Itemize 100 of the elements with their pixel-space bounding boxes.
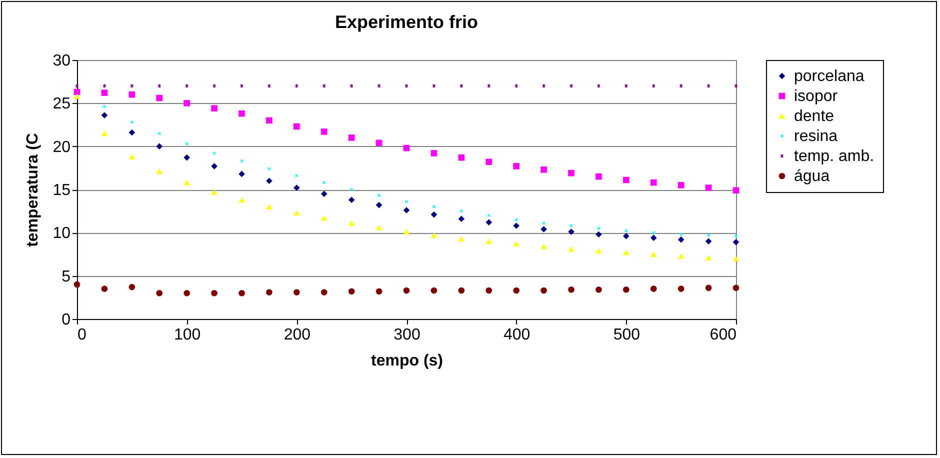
point (156, 168, 163, 174)
point (376, 224, 382, 230)
y-tick-label: 10 (52, 225, 71, 242)
legend-label: dente (794, 108, 834, 125)
point (102, 105, 106, 108)
point (596, 286, 602, 293)
point (680, 232, 683, 236)
point (156, 94, 163, 102)
point (568, 286, 574, 293)
point (650, 179, 657, 186)
x-tick-label: 500 (613, 326, 640, 344)
point (211, 290, 218, 296)
point (403, 229, 410, 235)
point (458, 287, 465, 294)
point (596, 173, 602, 180)
point (184, 100, 190, 106)
point (295, 174, 298, 178)
point (732, 256, 740, 262)
x-tick-label: 600 (710, 326, 737, 344)
point (458, 236, 465, 242)
point (486, 219, 492, 226)
point (184, 154, 190, 161)
point (320, 190, 328, 197)
point (403, 207, 410, 214)
point (705, 184, 712, 191)
point (294, 123, 300, 130)
y-tick-label: 15 (52, 182, 71, 199)
legend-label: isopor (794, 88, 838, 105)
point (513, 287, 520, 294)
point (734, 234, 738, 238)
point (211, 163, 218, 170)
point (348, 220, 355, 226)
y-tick-label: 20 (52, 138, 71, 156)
point (623, 250, 630, 256)
point (734, 84, 738, 88)
point (540, 244, 547, 250)
point (678, 253, 684, 259)
point (238, 110, 245, 117)
point (128, 91, 136, 98)
point (596, 248, 602, 254)
x-tick-label: 200 (284, 326, 311, 344)
point (650, 252, 657, 257)
x-tick-label: 0 (78, 326, 86, 344)
point (540, 226, 547, 232)
point (623, 286, 630, 293)
point (430, 232, 438, 238)
point (266, 117, 272, 124)
legend-label: resina (794, 128, 838, 145)
point (705, 238, 712, 244)
point (74, 94, 80, 99)
point (294, 289, 300, 296)
point (238, 170, 245, 178)
y-tick-label: 5 (62, 268, 71, 286)
point (570, 224, 573, 228)
point (294, 184, 300, 191)
y-tick-label: 0 (62, 312, 71, 328)
point (514, 218, 518, 222)
point (320, 215, 328, 221)
point (650, 286, 657, 292)
point (652, 231, 656, 234)
point (376, 202, 382, 208)
point (596, 231, 602, 238)
point (432, 84, 436, 88)
point (460, 210, 463, 213)
point (650, 234, 657, 242)
point (624, 229, 628, 233)
point (184, 290, 190, 296)
y-tick-label: 25 (52, 96, 71, 113)
point (430, 287, 438, 294)
point (486, 287, 492, 294)
point (74, 281, 80, 288)
point (705, 254, 712, 260)
x-tick-label: 100 (174, 326, 201, 344)
point (101, 130, 108, 136)
point (404, 200, 408, 204)
point (75, 84, 79, 88)
point (185, 142, 188, 146)
point (266, 178, 272, 184)
point (732, 187, 740, 194)
point (320, 289, 328, 296)
point (568, 246, 574, 252)
point (458, 154, 465, 161)
point (101, 112, 108, 118)
point (102, 84, 106, 88)
point (623, 232, 630, 240)
point (486, 238, 492, 244)
point (623, 176, 630, 184)
point (156, 143, 163, 150)
y-axis-title: temperatura (C (24, 132, 42, 247)
point (678, 286, 684, 292)
point (597, 226, 600, 230)
point (294, 210, 300, 216)
point (430, 150, 438, 156)
point (542, 222, 546, 225)
y-tick-label: 30 (52, 52, 71, 70)
point (568, 170, 574, 176)
point (268, 167, 271, 170)
point (101, 90, 108, 96)
point (350, 188, 354, 192)
point (184, 180, 190, 186)
